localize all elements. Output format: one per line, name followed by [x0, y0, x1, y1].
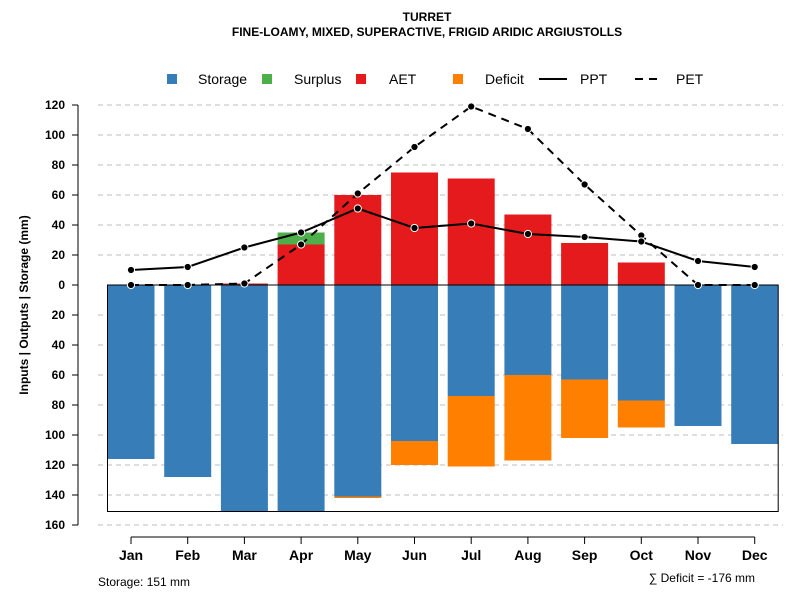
- x-tick-label-nov: Nov: [685, 547, 712, 563]
- y-axis: 120 100 80 60 40 20 0 20 40 60 80 100 120 140 160: [45, 98, 79, 532]
- storage-bar-nov: [674, 285, 722, 426]
- pet-point-dec: [750, 280, 759, 290]
- legend-label-ppt: PPT: [580, 71, 608, 87]
- x-tick-label-jul: Jul: [461, 547, 481, 563]
- storage-bar-feb: [164, 285, 212, 477]
- storage-bar-jun: [391, 285, 438, 441]
- x-tick-label-may: May: [344, 547, 371, 563]
- legend-label-aet: AET: [389, 71, 417, 87]
- pet-point-jun: [410, 142, 419, 152]
- aet-bar-jul: [447, 178, 495, 285]
- ppt-point-apr: [297, 228, 306, 237]
- y-tick-label: 0: [58, 278, 65, 292]
- deficit-bar-oct: [617, 400, 665, 428]
- ppt-point-jun: [410, 223, 419, 233]
- ppt-point-sep: [580, 232, 589, 242]
- ppt-point-feb: [183, 262, 192, 272]
- chart-title: TURRET: [403, 10, 452, 24]
- x-tick-label-feb: Feb: [175, 547, 200, 563]
- pet-point-jul: [467, 102, 476, 111]
- ppt-point-dec: [750, 262, 759, 272]
- aet-bar-oct: [617, 262, 665, 285]
- pet-point-mar: [240, 279, 249, 288]
- ppt-point-jul: [467, 219, 476, 228]
- y-tick-label: 60: [52, 188, 66, 202]
- pet-point-sep: [580, 180, 589, 189]
- aet-bar-apr: [277, 244, 325, 285]
- legend: Storage Surplus AET Deficit PPT PET: [167, 71, 704, 87]
- deficit-bar-jun: [391, 441, 438, 465]
- legend-swatch-deficit: [453, 74, 463, 84]
- storage-bar-jul: [447, 285, 495, 396]
- y-tick-label: 80: [52, 398, 66, 412]
- ppt-point-mar: [240, 243, 249, 252]
- pet-line: [131, 105, 755, 286]
- deficit-bar-jul: [447, 396, 495, 467]
- storage-bar-jan: [107, 285, 155, 459]
- legend-swatch-storage: [167, 74, 177, 84]
- pet-point-nov: [693, 280, 703, 290]
- storage-bar-oct: [617, 285, 665, 401]
- x-tick-label-sep: Sep: [572, 547, 598, 563]
- storage-bar-mar: [220, 285, 268, 512]
- storage-bar-aug: [504, 285, 552, 375]
- x-tick-label-oct: Oct: [630, 547, 654, 563]
- y-tick-label: 40: [52, 218, 66, 232]
- y-tick-label: 140: [45, 488, 65, 502]
- storage-bar-sep: [561, 285, 609, 380]
- x-tick-label-dec: Dec: [742, 547, 768, 563]
- y-tick-label: 120: [45, 458, 65, 472]
- chart-subtitle: FINE-LOAMY, MIXED, SUPERACTIVE, FRIGID A…: [232, 25, 622, 39]
- x-tick-label-mar: Mar: [232, 547, 257, 563]
- lines: [126, 102, 759, 290]
- y-tick-label: 160: [45, 518, 65, 532]
- storage-bar-may: [334, 285, 382, 497]
- x-tick-label-aug: Aug: [514, 547, 541, 563]
- y-tick-label: 100: [45, 428, 65, 442]
- legend-label-deficit: Deficit: [485, 71, 524, 87]
- legend-label-surplus: Surplus: [294, 71, 341, 87]
- pet-point-may: [353, 189, 362, 198]
- ppt-line: [130, 207, 755, 271]
- bars: [107, 172, 779, 512]
- pet-point-aug: [523, 124, 533, 134]
- ppt-point-nov: [693, 256, 703, 266]
- deficit-footnote: ∑ Deficit = -176 mm: [649, 571, 755, 585]
- y-tick-label: 20: [52, 308, 66, 322]
- storage-bar-dec: [731, 285, 779, 444]
- legend-label-storage: Storage: [198, 71, 247, 87]
- ppt-point-oct: [637, 237, 646, 246]
- x-tick-label-apr: Apr: [289, 547, 314, 563]
- legend-swatch-aet: [356, 74, 366, 84]
- x-tick-label-jun: Jun: [402, 547, 427, 563]
- deficit-bar-aug: [504, 375, 552, 461]
- ppt-point-aug: [523, 229, 533, 239]
- y-axis-label: Inputs | Outputs | Storage (mm): [17, 215, 31, 394]
- ppt-point-may: [353, 204, 362, 213]
- y-tick-label: 40: [52, 338, 66, 352]
- deficit-bar-may: [334, 496, 382, 498]
- y-tick-label: 100: [45, 128, 65, 142]
- y-tick-label: 20: [52, 248, 66, 262]
- pet-point-apr: [297, 240, 306, 249]
- pet-point-jan: [126, 280, 136, 290]
- aet-bar-aug: [504, 214, 552, 285]
- deficit-bar-sep: [561, 379, 609, 438]
- x-axis: Jan Feb Mar Apr May Jun Jul Aug Sep Oct Nov Dec: [119, 536, 768, 563]
- legend-swatch-surplus: [262, 74, 272, 84]
- y-tick-label: 80: [52, 158, 66, 172]
- x-tick-label-jan: Jan: [119, 547, 143, 563]
- storage-footnote: Storage: 151 mm: [98, 575, 190, 589]
- legend-label-pet: PET: [676, 71, 704, 87]
- ppt-point-jan: [126, 265, 136, 275]
- y-tick-label: 120: [45, 98, 65, 112]
- y-tick-label: 60: [52, 368, 66, 382]
- storage-bar-apr: [277, 285, 325, 512]
- pet-point-feb: [183, 280, 192, 290]
- aet-bar-sep: [561, 243, 609, 285]
